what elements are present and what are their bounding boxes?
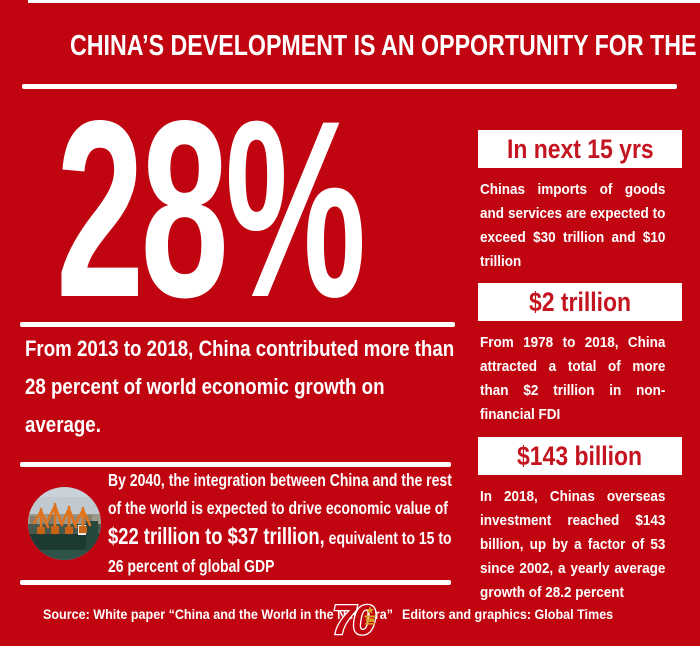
prc-70th-anniversary-logo: 70 (331, 594, 390, 645)
projection-divider-bottom (20, 580, 451, 585)
main-stat-value: 28% (56, 69, 366, 350)
source-text: Source: White paper “China and the World… (43, 607, 393, 622)
main-stat-description: From 2013 to 2018, China contributed mor… (25, 336, 455, 437)
projection-highlight: $22 trillion to $37 trillion, (108, 523, 325, 549)
fact-card-heading-text: $2 trillion (528, 286, 632, 317)
projection-text-after: equivalent to 15 to 26 percent of global… (108, 528, 452, 576)
page-title: CHINA’S DEVELOPMENT IS AN OPPORTUNITY FO… (70, 30, 700, 62)
projection-text: By 2040, the integration between China a… (108, 466, 466, 580)
credit-text: Editors and graphics: Global Times (402, 607, 614, 622)
fact-card-body: From 1978 to 2018, China attracted a tot… (480, 334, 666, 423)
fact-card-heading: $143 billion (478, 437, 682, 475)
fact-card-heading: In next 15 yrs (478, 130, 682, 168)
fact-card-body: Chinas imports of goods and services are… (480, 181, 666, 270)
fact-card-heading-text: $143 billion (517, 440, 643, 471)
fact-card-heading: $2 trillion (478, 283, 682, 321)
top-border-line (28, 0, 700, 3)
port-cranes-photo (28, 487, 101, 560)
title-divider (22, 84, 677, 89)
stat-divider (20, 322, 455, 327)
logo-emblem-icon (364, 606, 376, 625)
fact-card-heading-text: In next 15 yrs (506, 133, 654, 164)
fact-card-next-15-yrs: In next 15 yrs Chinas imports of goods a… (478, 130, 682, 274)
fact-card-body: In 2018, Chinas overseas investment reac… (480, 488, 666, 601)
projection-text-before: By 2040, the integration between China a… (108, 470, 452, 518)
projection-divider-top (20, 462, 451, 467)
fact-card-2-trillion: $2 trillion From 1978 to 2018, China att… (478, 283, 682, 427)
fact-card-143-billion: $143 billion In 2018, Chinas overseas in… (478, 437, 682, 605)
